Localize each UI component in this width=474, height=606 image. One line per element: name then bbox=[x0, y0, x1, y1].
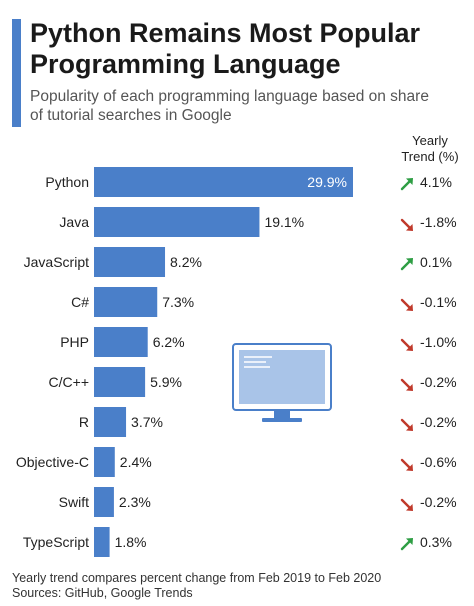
footer-sources: Sources: GitHub, Google Trends bbox=[12, 586, 193, 600]
value-label-5: 5.9% bbox=[150, 374, 182, 390]
bar-6 bbox=[94, 407, 127, 437]
bar-7 bbox=[94, 447, 115, 477]
trend-label-1: -1.8% bbox=[420, 214, 457, 230]
value-label-7: 2.4% bbox=[120, 454, 152, 470]
category-label-4: PHP bbox=[60, 334, 89, 350]
trend-label-4: -1.0% bbox=[420, 334, 457, 350]
chart-title-line-1: Python Remains Most Popular bbox=[30, 18, 421, 48]
trend-label-8: -0.2% bbox=[420, 494, 457, 510]
category-label-3: C# bbox=[71, 294, 89, 310]
trend-label-6: -0.2% bbox=[420, 414, 457, 430]
bar-chart: Python 29.9% 4.1% Java 19.1% -1.8% JavaScript 8… bbox=[16, 167, 457, 557]
bar-8 bbox=[94, 487, 114, 517]
trend-column-header: Yearly Trend (%) bbox=[388, 133, 472, 165]
trend-down-arrowhead-icon-6 bbox=[406, 424, 413, 431]
trend-down-arrowhead-icon-7 bbox=[406, 464, 413, 471]
trend-header-line-1: Yearly bbox=[412, 133, 448, 148]
trend-up-arrowhead-icon-0 bbox=[406, 178, 413, 185]
computer-monitor-icon bbox=[232, 343, 332, 422]
value-label-0: 29.9% bbox=[307, 174, 347, 190]
chart-title: Python Remains Most Popular Programming … bbox=[30, 18, 470, 80]
bar-4 bbox=[94, 327, 148, 357]
value-label-9: 1.8% bbox=[115, 534, 147, 550]
category-label-1: Java bbox=[59, 214, 89, 230]
bar-1 bbox=[94, 207, 260, 237]
trend-up-arrowhead-icon-9 bbox=[406, 538, 413, 545]
trend-down-arrowhead-icon-1 bbox=[406, 224, 413, 231]
chart-footer: Yearly trend compares percent change fro… bbox=[12, 571, 381, 601]
category-label-7: Objective-C bbox=[16, 454, 89, 470]
chart-subtitle-line-2: of tutorial searches in Google bbox=[30, 107, 232, 124]
trend-down-arrowhead-icon-3 bbox=[406, 304, 413, 311]
bar-2 bbox=[94, 247, 166, 277]
trend-label-7: -0.6% bbox=[420, 454, 457, 470]
chart-subtitle-line-1: Popularity of each programming language … bbox=[30, 88, 429, 105]
bar-5 bbox=[94, 367, 146, 397]
trend-label-3: -0.1% bbox=[420, 294, 457, 310]
value-label-1: 19.1% bbox=[264, 214, 304, 230]
bar-9 bbox=[94, 527, 110, 557]
title-accent-bar bbox=[12, 19, 21, 127]
trend-down-arrowhead-icon-4 bbox=[406, 344, 413, 351]
value-label-8: 2.3% bbox=[119, 494, 151, 510]
trend-up-arrowhead-icon-2 bbox=[406, 258, 413, 265]
trend-down-arrowhead-icon-8 bbox=[406, 504, 413, 511]
category-label-6: R bbox=[79, 414, 89, 430]
category-label-2: JavaScript bbox=[24, 254, 89, 270]
category-label-0: Python bbox=[45, 174, 89, 190]
value-label-4: 6.2% bbox=[153, 334, 185, 350]
bar-0 bbox=[94, 167, 353, 197]
trend-label-0: 4.1% bbox=[420, 174, 452, 190]
value-label-3: 7.3% bbox=[162, 294, 194, 310]
trend-label-2: 0.1% bbox=[420, 254, 452, 270]
bar-3 bbox=[94, 287, 158, 317]
trend-label-9: 0.3% bbox=[420, 534, 452, 550]
trend-label-5: -0.2% bbox=[420, 374, 457, 390]
footer-note: Yearly trend compares percent change fro… bbox=[12, 571, 382, 585]
trend-header-line-2: Trend (%) bbox=[401, 149, 459, 164]
trend-down-arrowhead-icon-5 bbox=[406, 384, 413, 391]
chart-subtitle: Popularity of each programming language … bbox=[30, 87, 470, 125]
chart-title-line-2: Programming Language bbox=[30, 49, 341, 79]
value-label-6: 3.7% bbox=[131, 414, 163, 430]
value-label-2: 8.2% bbox=[170, 254, 202, 270]
category-label-9: TypeScript bbox=[23, 534, 89, 550]
category-label-8: Swift bbox=[59, 494, 89, 510]
category-label-5: C/C++ bbox=[49, 374, 89, 390]
